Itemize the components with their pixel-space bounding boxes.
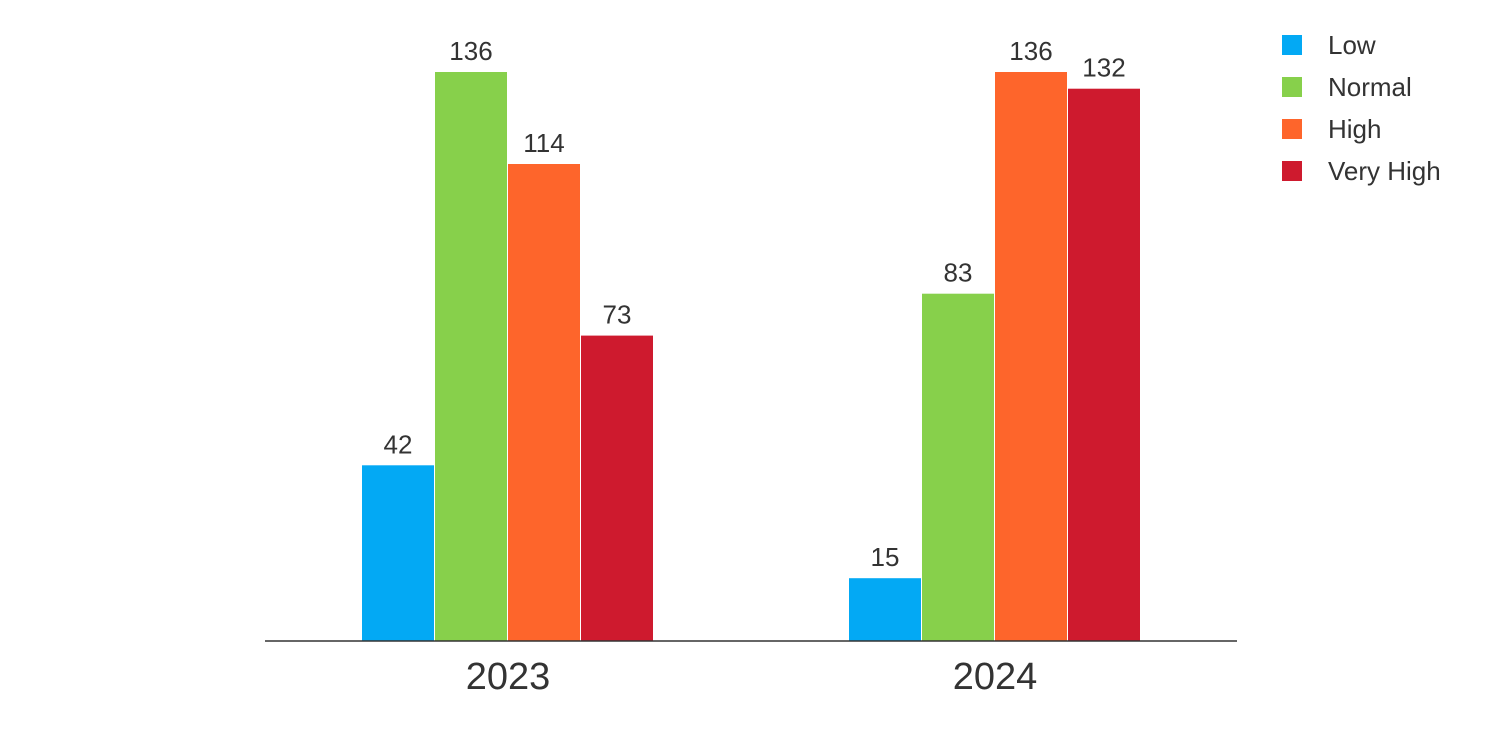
legend-item-normal[interactable]: Normal (1282, 72, 1412, 102)
legend-label-low: Low (1328, 30, 1376, 60)
bar-low-2023[interactable] (362, 465, 434, 641)
data-label-low-2023: 42 (384, 429, 413, 459)
legend-label-high: High (1328, 114, 1381, 144)
legend-item-low[interactable]: Low (1282, 30, 1376, 60)
bar-high-2024[interactable] (995, 72, 1067, 641)
legend-swatch-high (1282, 119, 1302, 139)
legend[interactable]: Low Normal High Very High (1282, 30, 1441, 186)
legend-swatch-normal (1282, 77, 1302, 97)
data-labels-layer: 42 136 114 73 15 83 136 132 (384, 36, 1126, 572)
data-label-high-2024: 136 (1009, 36, 1052, 66)
bar-normal-2023[interactable] (435, 72, 507, 641)
x-tick-label-2024: 2024 (953, 656, 1038, 698)
legend-label-very-high: Very High (1328, 156, 1441, 186)
data-label-low-2024: 15 (871, 542, 900, 572)
data-label-normal-2023: 136 (449, 36, 492, 66)
x-tick-label-2023: 2023 (466, 656, 551, 698)
legend-item-very-high[interactable]: Very High (1282, 156, 1441, 186)
bar-very-high-2023[interactable] (581, 335, 653, 641)
legend-item-high[interactable]: High (1282, 114, 1381, 144)
data-label-very-high-2023: 73 (603, 300, 632, 330)
bars-layer (362, 72, 1140, 641)
data-label-very-high-2024: 132 (1082, 53, 1125, 83)
x-tick-labels: 2023 2024 (466, 656, 1038, 698)
legend-label-normal: Normal (1328, 72, 1412, 102)
bar-normal-2024[interactable] (922, 293, 994, 641)
bar-high-2023[interactable] (508, 164, 580, 641)
legend-swatch-low (1282, 35, 1302, 55)
bar-very-high-2024[interactable] (1068, 88, 1140, 641)
legend-swatch-very-high (1282, 161, 1302, 181)
data-label-normal-2024: 83 (944, 258, 973, 288)
data-label-high-2023: 114 (523, 128, 564, 158)
bar-low-2024[interactable] (849, 578, 921, 641)
